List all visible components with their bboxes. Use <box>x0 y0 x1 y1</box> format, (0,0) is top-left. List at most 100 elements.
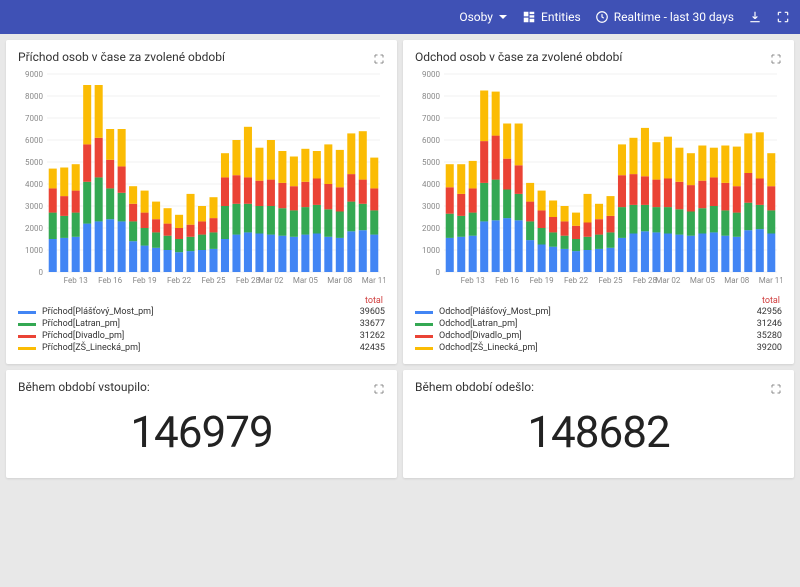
chevron-down-icon <box>498 12 508 22</box>
bar-segment <box>301 182 309 207</box>
legend-total: 42956 <box>757 307 782 317</box>
bar-segment <box>584 223 592 237</box>
bar-segment <box>301 149 309 182</box>
bar-segment <box>526 183 534 202</box>
bar-segment <box>95 138 103 178</box>
bar-segment <box>618 238 626 272</box>
bar-segment <box>336 150 344 187</box>
bar-segment <box>767 210 775 233</box>
clock-icon <box>595 10 609 24</box>
bar-segment <box>60 196 68 216</box>
bar-segment <box>324 184 332 209</box>
bar-segment <box>152 202 160 220</box>
bar-segment <box>480 183 488 222</box>
bar-segment <box>187 251 195 272</box>
legend-label: Příchod[ZŠ_Linecká_pm] <box>42 343 360 353</box>
bar-segment <box>526 240 534 272</box>
legend-label: Odchod[Divadlo_pm] <box>439 331 757 341</box>
svg-text:Mar 02: Mar 02 <box>258 276 284 285</box>
bar-segment <box>733 186 741 212</box>
legend-row[interactable]: Příchod[Plášťový_Most_pm]39605 <box>18 306 385 318</box>
bar-segment <box>618 207 626 238</box>
legend-row[interactable]: Příchod[ZŠ_Linecká_pm]42435 <box>18 342 385 354</box>
bar-segment <box>572 251 580 272</box>
bar-segment <box>255 181 263 206</box>
bar-segment <box>652 232 660 272</box>
bar-segment <box>446 164 454 187</box>
download-button[interactable] <box>748 10 762 24</box>
svg-text:Feb 19: Feb 19 <box>530 276 554 285</box>
legend-label: Příchod[Divadlo_pm] <box>42 331 360 341</box>
bar-segment <box>744 230 752 272</box>
bar-segment <box>538 228 546 245</box>
entities-button[interactable]: Entities <box>522 10 581 24</box>
fullscreen-button[interactable] <box>776 10 790 24</box>
legend-row[interactable]: Příchod[Latran_pm]33677 <box>18 318 385 330</box>
bar-segment <box>469 236 477 272</box>
bar-segment <box>698 146 706 181</box>
bar-segment <box>95 177 103 221</box>
bar-segment <box>95 221 103 272</box>
legend-row[interactable]: Odchod[Divadlo_pm]35280 <box>415 330 782 342</box>
bar-segment <box>721 183 729 211</box>
bar-segment <box>664 234 672 273</box>
bar-segment <box>756 205 764 229</box>
expand-button[interactable] <box>770 380 782 399</box>
bar-segment <box>595 204 603 219</box>
bar-segment <box>72 237 80 272</box>
legend-row[interactable]: Odchod[Plášťový_Most_pm]42956 <box>415 306 782 318</box>
bar-segment <box>370 188 378 210</box>
bar-segment <box>129 186 137 204</box>
bar-segment <box>187 194 195 225</box>
bar-segment <box>584 250 592 272</box>
bar-segment <box>710 206 718 232</box>
legend-label: Odchod[Plášťový_Most_pm] <box>439 307 757 317</box>
svg-text:0: 0 <box>436 268 441 277</box>
dropdown-label: Osoby <box>459 10 493 24</box>
legend: total Odchod[Plášťový_Most_pm]42956Odcho… <box>415 296 782 354</box>
legend-row[interactable]: Příchod[Divadlo_pm]31262 <box>18 330 385 342</box>
bar-segment <box>347 174 355 202</box>
chart-area: 0100020003000400050006000700080009000Feb… <box>415 70 782 290</box>
expand-icon <box>770 53 782 65</box>
bar-segment <box>198 206 206 221</box>
bar-segment <box>209 249 217 272</box>
bar-segment <box>549 217 557 232</box>
svg-text:1000: 1000 <box>422 246 440 255</box>
bar-segment <box>118 193 126 222</box>
expand-button[interactable] <box>373 50 385 69</box>
bar-segment <box>469 188 477 212</box>
bar-segment <box>446 214 454 238</box>
bar-segment <box>164 224 172 236</box>
svg-text:Feb 13: Feb 13 <box>64 276 88 285</box>
bar-segment <box>457 164 465 194</box>
bar-segment <box>118 166 126 192</box>
bar-segment <box>606 232 614 247</box>
bar-segment <box>538 210 546 228</box>
legend-swatch <box>18 335 36 338</box>
bar-segment <box>324 209 332 237</box>
legend-row[interactable]: Odchod[Latran_pm]31246 <box>415 318 782 330</box>
bar-segment <box>278 183 286 208</box>
timerange-button[interactable]: Realtime - last 30 days <box>595 10 734 24</box>
bar-segment <box>313 205 321 234</box>
svg-text:2000: 2000 <box>25 224 43 233</box>
bar-segment <box>629 205 637 234</box>
expand-button[interactable] <box>770 50 782 69</box>
legend-swatch <box>18 323 36 326</box>
expand-button[interactable] <box>373 380 385 399</box>
bar-segment <box>152 219 160 232</box>
bar-segment <box>584 194 592 223</box>
bar-segment <box>60 168 68 197</box>
svg-text:Feb 28: Feb 28 <box>236 276 261 285</box>
bar-segment <box>370 158 378 189</box>
legend-total: 31262 <box>360 331 385 341</box>
svg-text:Feb 19: Feb 19 <box>133 276 157 285</box>
bar-segment <box>710 148 718 178</box>
bar-segment <box>561 206 569 221</box>
bar-segment <box>106 219 114 272</box>
osoby-dropdown[interactable]: Osoby <box>459 10 508 24</box>
entities-label: Entities <box>541 10 581 24</box>
legend-row[interactable]: Odchod[ZŠ_Linecká_pm]39200 <box>415 342 782 354</box>
card-title: Příchod osob v čase za zvolené období <box>18 50 385 64</box>
